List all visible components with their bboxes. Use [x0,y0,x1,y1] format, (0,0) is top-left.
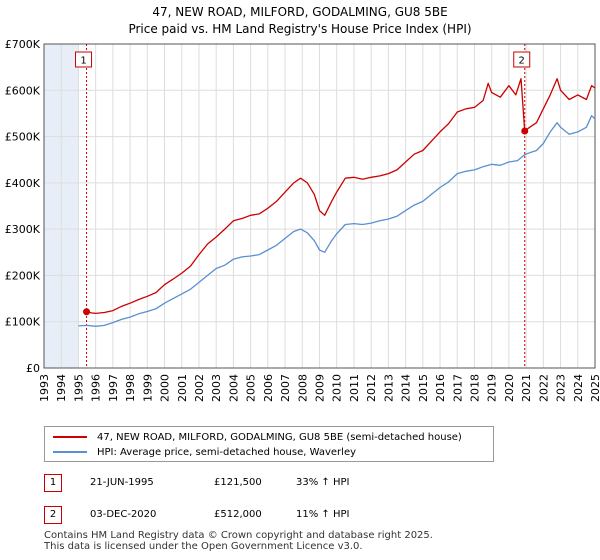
x-tick-label: 2021 [520,374,533,402]
y-tick-label: £100K [5,316,41,329]
chart-legend: 47, NEW ROAD, MILFORD, GODALMING, GU8 5B… [44,426,494,462]
sale-price: £512,000 [214,509,262,520]
x-tick-label: 1994 [55,374,68,402]
x-tick-label: 2017 [451,374,464,402]
y-tick-label: £300K [5,223,41,236]
y-tick-label: £700K [5,38,41,51]
x-tick-label: 2016 [434,374,447,402]
x-tick-label: 1999 [141,374,154,402]
plot-border [43,43,596,369]
footer-credits: Contains HM Land Registry data © Crown c… [44,530,433,552]
x-tick-label: 2019 [486,374,499,402]
x-tick-label: 2015 [417,374,430,402]
legend-swatch-property [53,436,87,438]
sale-hpi-change: 11% ↑ HPI [296,509,350,520]
sale-number-box [513,51,531,68]
x-tick-label: 2003 [210,374,223,402]
price-chart: £0 £100K £200K £300K £400K £500K £600K £700K 199… [5,38,600,402]
x-tick-label: 1995 [72,374,85,402]
sale-point [83,308,91,316]
x-tick-label: 2024 [572,374,585,402]
y-tick-label: £400K [5,177,41,190]
legend-row-hpi: HPI: Average price, semi-detached house,… [53,445,356,459]
x-tick-label: 1993 [38,374,51,402]
y-tick-label: £600K [5,84,41,97]
sale-hpi-change: 33% ↑ HPI [296,477,350,488]
legend-swatch-hpi [53,451,87,453]
sale-point [521,127,529,135]
x-tick-label: 2011 [348,374,361,402]
x-tick-label: 2023 [555,374,568,402]
x-tick-label: 2004 [227,374,240,402]
y-tick-label: £0 [26,362,40,375]
x-tick-label: 2001 [176,374,189,402]
x-tick-label: 2012 [365,374,378,402]
x-tick-label: 2008 [296,374,309,402]
property-price-line [86,78,596,315]
x-tick-label: 2014 [400,374,413,402]
chart-title: 47, NEW ROAD, MILFORD, GODALMING, GU8 5B… [0,4,600,38]
x-tick-label: 2007 [279,374,292,402]
title-line-1: 47, NEW ROAD, MILFORD, GODALMING, GU8 5B… [152,5,448,19]
y-tick-label: £500K [5,131,41,144]
x-tick-label: 2022 [537,374,550,402]
x-tick-label: 1997 [107,374,120,402]
sale-number-label: 1 [80,56,86,67]
x-tick-label: 2018 [468,374,481,402]
legend-label-property: 47, NEW ROAD, MILFORD, GODALMING, GU8 5B… [97,431,462,443]
x-tick-label: 2005 [245,374,258,402]
x-tick-label: 2020 [503,374,516,402]
title-line-2: Price paid vs. HM Land Registry's House … [128,22,472,36]
x-tick-label: 2006 [262,374,275,402]
x-tick-label: 2009 [314,374,327,402]
legend-label-hpi: HPI: Average price, semi-detached house,… [97,446,357,458]
x-tick-label: 2025 [589,374,600,402]
sale-number-badge: 1 [44,474,62,492]
footer-line-2: This data is licensed under the Open Gov… [44,541,363,552]
sale-date: 21-JUN-1995 [90,477,154,488]
legend-row-property: 47, NEW ROAD, MILFORD, GODALMING, GU8 5B… [53,430,462,444]
sale-number-label: 2 [519,56,525,67]
x-tick-label: 2000 [159,374,172,402]
sale-row: 2 03-DEC-2020 £512,000 11% ↑ HPI [44,506,564,526]
x-tick-label: 2002 [193,374,206,402]
sale-number-box [75,51,93,68]
footer-line-1: Contains HM Land Registry data © Crown c… [44,530,433,541]
x-tick-label: 2010 [331,374,344,402]
hpi-line [78,115,596,327]
sale-price: £121,500 [214,477,262,488]
y-tick-label: £200K [5,269,41,282]
sale-date: 03-DEC-2020 [90,509,157,520]
sale-row: 1 21-JUN-1995 £121,500 33% ↑ HPI [44,474,564,494]
x-tick-label: 1996 [90,374,103,402]
sale-number-badge: 2 [44,506,62,524]
x-tick-label: 1998 [124,374,137,402]
x-tick-label: 2013 [382,374,395,402]
